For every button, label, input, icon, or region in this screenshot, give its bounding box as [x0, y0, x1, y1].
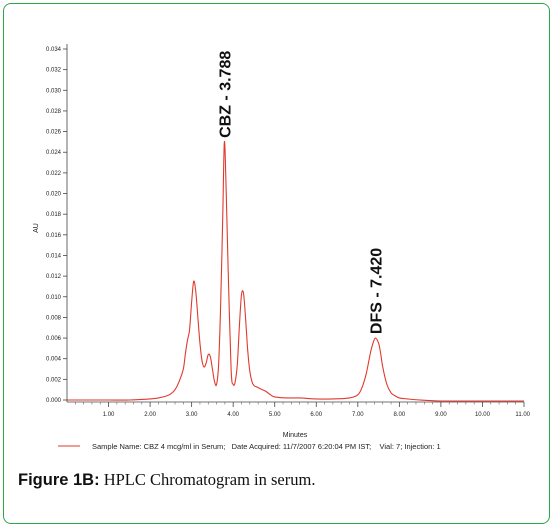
annotation-layer: CBZ - 3.788 DFS - 7.420 [217, 51, 385, 334]
y-tick-label: 0.030 [46, 88, 62, 94]
x-tick-label: 10.00 [475, 412, 491, 418]
peak-label: DFS - 7.420 [368, 248, 385, 334]
x-tick-label: 11.00 [515, 412, 530, 418]
y-axis: 0.000 0.002 0.004 0.006 0.008 0.010 0.012 0.014… [33, 44, 68, 404]
figure-caption: Figure 1B: HPLC Chromatogram in serum. [18, 470, 315, 490]
y-tick-label: 0.016 [46, 233, 62, 239]
legend: Sample Name: CBZ 4 mcg/ml in Serum; Date… [58, 442, 441, 451]
series-layer [67, 141, 524, 402]
x-tick-label: 7.00 [352, 412, 364, 418]
y-tick-label: 0.026 [46, 130, 62, 136]
y-tick-label: 0.002 [46, 377, 62, 383]
x-ticks: 1.00 2.00 3.00 4.00 5.00 6.00 7.00 8.00 9.00 10.0… [75, 402, 531, 418]
x-axis-title: Minutes [283, 432, 308, 439]
y-tick-label: 0.008 [46, 315, 62, 321]
y-ticks: 0.000 0.002 0.004 0.006 0.008 0.010 0.012 0.014… [46, 47, 67, 404]
x-tick-label: 9.00 [435, 412, 447, 418]
figure-caption-text: HPLC Chromatogram in serum. [99, 470, 316, 489]
y-axis-title: AU [33, 223, 40, 233]
y-tick-label: 0.000 [46, 398, 62, 404]
x-tick-label: 5.00 [269, 412, 281, 418]
y-tick-label: 0.012 [46, 274, 62, 280]
legend-entry: Sample Name: CBZ 4 mcg/ml in Serum; Date… [92, 442, 441, 451]
y-tick-label: 0.022 [46, 171, 62, 177]
figure-label: Figure 1B: [18, 471, 100, 489]
y-tick-label: 0.028 [46, 109, 62, 115]
y-tick-label: 0.010 [46, 295, 62, 301]
y-tick-label: 0.018 [46, 212, 62, 218]
x-tick-label: 6.00 [310, 412, 322, 418]
x-tick-label: 1.00 [103, 412, 115, 418]
peak-label: CBZ - 3.788 [217, 51, 234, 138]
x-axis: 1.00 2.00 3.00 4.00 5.00 6.00 7.00 8.00 9.00 10.0… [67, 401, 531, 439]
y-tick-label: 0.024 [46, 150, 62, 156]
x-tick-label: 2.00 [144, 412, 156, 418]
x-tick-label: 3.00 [186, 412, 198, 418]
x-tick-label: 4.00 [227, 412, 239, 418]
y-tick-label: 0.032 [46, 68, 62, 74]
x-tick-label: 8.00 [394, 412, 406, 418]
y-tick-label: 0.020 [46, 192, 62, 198]
y-tick-label: 0.014 [46, 253, 62, 259]
figure-frame [3, 3, 550, 524]
chromatogram-trace [67, 141, 524, 402]
y-tick-label: 0.034 [46, 47, 62, 53]
y-tick-label: 0.004 [46, 357, 62, 363]
y-tick-label: 0.006 [46, 336, 62, 342]
